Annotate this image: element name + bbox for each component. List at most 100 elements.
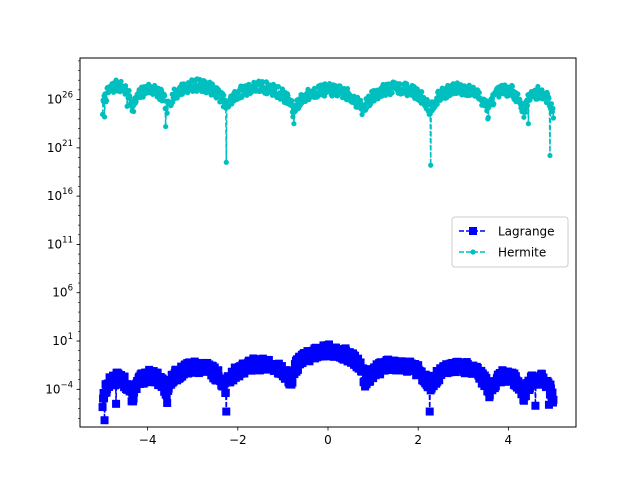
- data-point: [132, 385, 141, 393]
- data-point: [129, 394, 138, 403]
- y-tick-base: 10: [52, 286, 67, 300]
- data-point: [221, 388, 230, 397]
- data-point: [357, 97, 364, 103]
- legend-marker-hermite: [470, 249, 476, 255]
- hermite-series: [99, 76, 557, 168]
- data-point: [485, 391, 494, 400]
- x-axis: −4 −2 0 2 4: [139, 427, 512, 447]
- legend-marker-lagrange: [469, 227, 477, 235]
- x-tick-label: 0: [324, 433, 332, 447]
- data-point: [367, 101, 374, 107]
- data-point: [359, 364, 368, 373]
- data-point: [414, 361, 423, 370]
- data-point: [519, 396, 528, 405]
- data-point: [485, 114, 491, 121]
- data-point: [451, 368, 460, 377]
- data-point: [425, 407, 434, 416]
- y-tick-label: 101: [52, 332, 73, 348]
- y-tick-exponent: 6: [68, 284, 73, 294]
- data-point: [329, 92, 336, 98]
- data-point: [164, 110, 170, 116]
- data-point: [100, 394, 109, 403]
- x-tick-label: −4: [139, 433, 157, 447]
- data-point: [124, 103, 130, 109]
- data-point: [98, 403, 107, 412]
- data-point: [126, 87, 132, 94]
- data-point: [482, 373, 491, 382]
- y-tick-label: 1021: [47, 139, 73, 155]
- x-tick-label: 4: [505, 433, 513, 447]
- data-point: [548, 101, 555, 107]
- x-tick-label: 2: [414, 433, 422, 447]
- data-point: [470, 84, 476, 90]
- data-point: [100, 416, 109, 425]
- data-point: [535, 83, 541, 90]
- data-point: [163, 123, 169, 130]
- data-point: [259, 79, 265, 85]
- data-point: [290, 114, 296, 120]
- data-point: [185, 90, 191, 96]
- data-point: [275, 83, 281, 90]
- data-point: [548, 388, 557, 397]
- data-point: [291, 121, 297, 127]
- data-point: [158, 374, 167, 383]
- data-point: [221, 92, 227, 98]
- y-tick-exponent: 16: [62, 187, 73, 197]
- y-tick-base: 10: [52, 334, 67, 348]
- data-point: [539, 373, 548, 382]
- data-point: [321, 93, 328, 99]
- data-point: [163, 106, 169, 112]
- data-point: [195, 368, 204, 377]
- data-point: [356, 358, 365, 367]
- data-point: [113, 77, 119, 83]
- data-point: [112, 399, 121, 408]
- data-point: [549, 395, 558, 404]
- data-point: [466, 82, 472, 88]
- x-tick-label: −2: [229, 433, 247, 447]
- y-tick-exponent: 1: [68, 332, 73, 342]
- y-tick-label: 1016: [47, 187, 73, 203]
- data-point: [514, 377, 523, 386]
- data-point: [428, 162, 434, 168]
- y-tick-label: 10−4: [45, 380, 73, 396]
- data-point: [289, 98, 295, 104]
- data-point: [417, 367, 426, 376]
- y-tick-base: 10: [47, 93, 62, 107]
- data-point: [103, 97, 110, 104]
- data-point: [153, 368, 162, 377]
- data-point: [434, 101, 440, 107]
- data-point: [264, 355, 273, 364]
- data-point: [521, 114, 527, 120]
- data-point: [531, 401, 540, 410]
- y-tick-label: 1011: [47, 235, 73, 251]
- legend-label-lagrange: Lagrange: [498, 225, 555, 239]
- legend-entry-hermite: Hermite: [459, 246, 546, 260]
- data-point: [293, 365, 302, 374]
- data-point: [550, 115, 557, 121]
- data-point: [521, 392, 530, 400]
- data-point: [522, 109, 529, 115]
- y-tick-exponent: 21: [62, 139, 73, 149]
- data-point: [288, 378, 297, 387]
- y-tick-exponent: 11: [62, 235, 73, 245]
- data-point: [311, 85, 318, 91]
- data-point: [118, 78, 124, 85]
- data-point: [131, 108, 137, 115]
- data-point: [547, 152, 553, 159]
- data-point: [223, 159, 229, 165]
- y-tick-exponent: −4: [60, 380, 73, 390]
- legend: Lagrange Hermite: [451, 216, 569, 268]
- data-point: [419, 89, 425, 95]
- data-point: [546, 384, 555, 393]
- legend-box: [451, 216, 569, 268]
- data-point: [287, 374, 296, 383]
- legend-label-hermite: Hermite: [498, 246, 546, 260]
- data-point: [160, 97, 166, 104]
- y-tick-base: 10: [47, 141, 62, 155]
- data-point: [525, 121, 532, 127]
- data-point: [163, 398, 172, 407]
- data-point: [101, 114, 108, 120]
- data-point: [325, 340, 333, 349]
- data-point: [120, 372, 129, 381]
